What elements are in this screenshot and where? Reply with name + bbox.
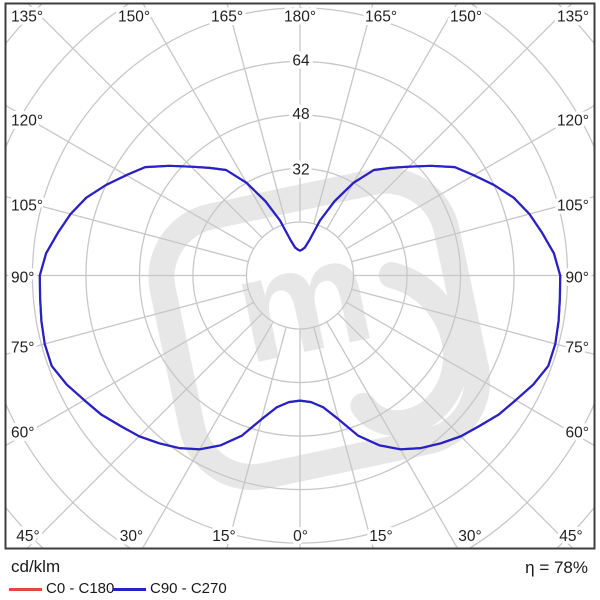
radial-tick-label: 32: [292, 161, 309, 178]
curves: [38, 164, 562, 451]
grid-radial-line: [337, 312, 575, 549]
angle-label-bottom: 45°: [559, 528, 582, 545]
units-label: cd/klm: [11, 557, 61, 576]
grid-radial-line: [5, 288, 249, 356]
legend-swatch-c0-c180: [9, 588, 42, 591]
angle-label-left: 60°: [11, 424, 34, 441]
angle-label-top: 150°: [450, 8, 482, 25]
legend-label-c90-c270: C90 - C270: [150, 580, 227, 597]
grid-radial-line: [141, 321, 274, 549]
grid-radial-line: [5, 195, 249, 263]
angle-label-right: 75°: [566, 339, 589, 356]
angle-label-bottom: 30°: [120, 528, 143, 545]
grid-radial-line: [313, 327, 374, 549]
angle-label-top: 135°: [557, 8, 589, 25]
angle-label-left: 105°: [11, 197, 43, 214]
grid-radial-line: [226, 3, 287, 224]
angle-label-left: 90°: [11, 269, 34, 286]
grid-radial-line: [326, 3, 459, 230]
grid-radial-line: [5, 301, 254, 447]
angle-label-top: 150°: [118, 8, 150, 25]
angle-label-bottom: 45°: [16, 528, 39, 545]
watermark-rounded-square: [148, 167, 491, 491]
radial-tick-label: 64: [292, 52, 310, 69]
grid-radial-line: [141, 3, 274, 230]
grid-radial-line: [346, 301, 595, 447]
grid-radial-line: [226, 327, 287, 549]
axis-labels: 135° 150° 165° 180° 165° 150° 135° 45° 30° 15° 0° 1…: [7, 5, 592, 548]
angle-label-top: 165°: [365, 8, 397, 25]
watermark-swoosh: [350, 262, 470, 437]
efficiency-label: η = 78%: [525, 558, 588, 577]
angle-label-bottom: 0°: [293, 528, 308, 545]
angle-label-bottom: 30°: [458, 528, 481, 545]
grid-radial-line: [351, 195, 595, 263]
grid-radial-line: [313, 3, 374, 224]
watermark-logo: m: [148, 167, 491, 491]
grid-radial-line: [337, 3, 574, 239]
angle-label-left: 120°: [11, 112, 43, 129]
angle-label-bottom: 15°: [369, 528, 392, 545]
angle-label-right: 60°: [566, 424, 589, 441]
curve-c90-c270: [38, 164, 562, 451]
angle-label-top: 180°: [284, 8, 316, 25]
angle-label-right: 105°: [557, 197, 589, 214]
angle-label-right: 120°: [557, 112, 589, 129]
grid-radial-line: [326, 321, 459, 549]
watermark-letter-m: m: [220, 203, 385, 395]
radial-tick-label: 48: [292, 106, 309, 123]
angle-label-top: 135°: [11, 8, 43, 25]
grid-radial-line: [346, 104, 595, 250]
chart-frame: [4, 2, 596, 550]
angle-label-left: 75°: [11, 339, 34, 356]
angle-label-right: 90°: [566, 269, 589, 286]
grid-radial-line: [351, 288, 595, 356]
angle-label-bottom: 15°: [212, 528, 235, 545]
legend-swatch-c90-c270: [113, 588, 146, 591]
grid-radial-line: [26, 3, 263, 239]
grid-radial-line: [25, 312, 263, 549]
angle-label-top: 165°: [211, 8, 243, 25]
legend-label-c0-c180: C0 - C180: [46, 580, 115, 597]
grid-radial-line: [5, 104, 254, 250]
